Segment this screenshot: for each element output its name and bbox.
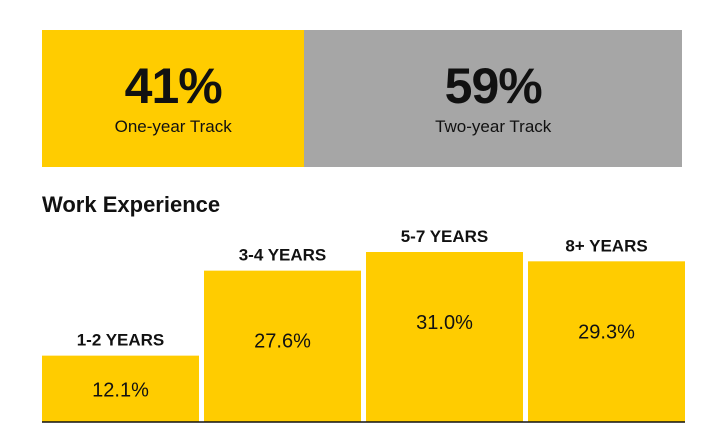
one-year-track-label: One-year Track <box>114 116 232 136</box>
two-year-track-label: Two-year Track <box>435 116 552 136</box>
one-year-track-percent: 41% <box>124 57 223 114</box>
value-label-3: 29.3% <box>578 321 635 343</box>
track-split-bar: 41% One-year Track 59% Two-year Track <box>42 30 682 167</box>
category-label-2: 5-7 YEARS <box>401 227 489 246</box>
category-label-0: 1-2 YEARS <box>77 331 165 350</box>
bar-0 <box>42 355 199 422</box>
category-label-3: 8+ YEARS <box>565 236 647 255</box>
two-year-track-percent: 59% <box>444 57 543 114</box>
value-label-0: 12.1% <box>92 380 149 402</box>
value-label-1: 27.6% <box>254 331 311 353</box>
bar-1 <box>204 270 361 422</box>
value-label-2: 31.0% <box>416 312 473 334</box>
bar-2 <box>366 252 523 422</box>
two-year-track-segment: 59% Two-year Track <box>304 30 682 167</box>
category-label-1: 3-4 YEARS <box>239 246 327 265</box>
bar-3 <box>528 261 685 422</box>
section-title: Work Experience <box>42 192 221 217</box>
one-year-track-segment: 41% One-year Track <box>42 30 305 167</box>
